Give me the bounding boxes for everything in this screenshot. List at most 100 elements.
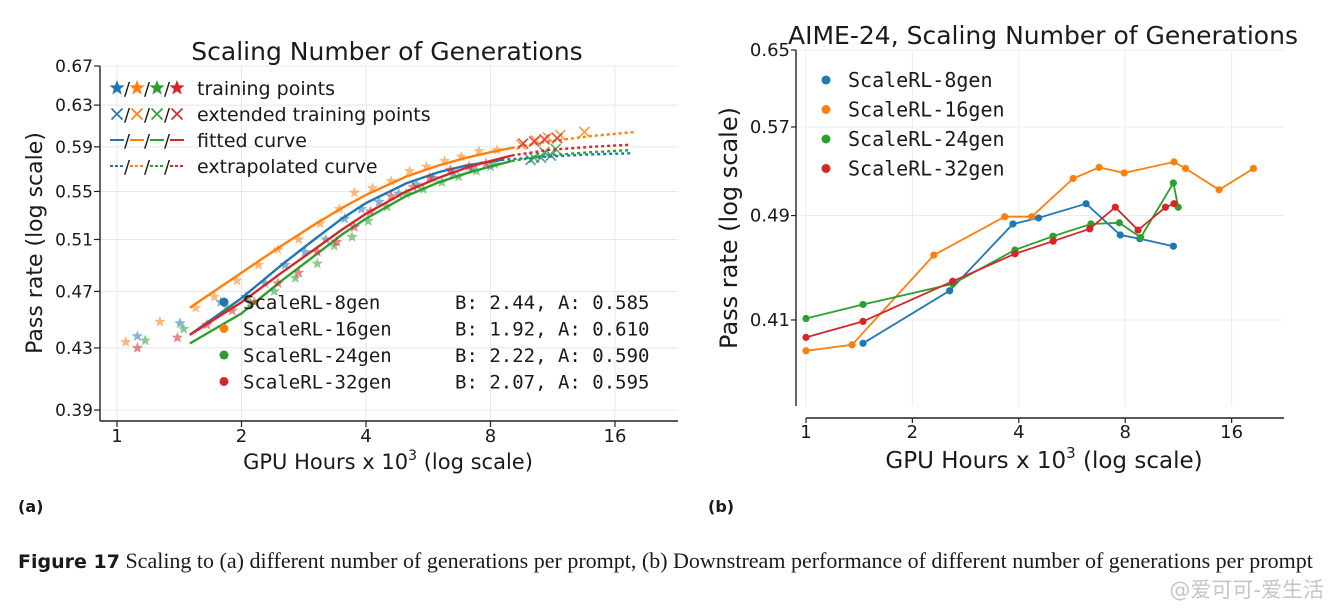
chart-a-x-tick-label: 8: [485, 426, 496, 447]
training-point-32gen: [444, 163, 457, 175]
panel-label-a: (a): [18, 497, 43, 516]
extended-point-8gen: [545, 149, 557, 162]
extended-point-16gen: [578, 126, 591, 138]
training-point-24gen: [400, 187, 412, 199]
chart-a-grid: [100, 65, 678, 421]
extrap-line-8gen: [501, 152, 632, 162]
training-point-24gen: [381, 200, 393, 212]
training-point-32gen: [131, 341, 144, 353]
training-point-24gen: [362, 215, 374, 226]
chart-a-x-label: GPU Hours x 103 (log scale): [243, 448, 533, 474]
chart-b-x-tick-label: 8: [1119, 422, 1130, 443]
watermark: @爱可可-爱生活: [1169, 578, 1324, 602]
legend-dot: [219, 324, 229, 333]
legend-series-name: ScaleRL-24gen: [848, 127, 1005, 151]
chart-b-y-tick-label: 0.49: [750, 206, 790, 227]
training-point-24gen: [470, 165, 483, 176]
chart-b-legend: ScaleRL-8gen ScaleRL-16gen ScaleRL-24gen Sc…: [821, 68, 1005, 181]
point-16gen: [848, 341, 856, 349]
chart-a-title: Scaling Number of Generations: [191, 37, 582, 66]
training-point-32gen: [385, 190, 397, 201]
legend-bottom-item: ScaleRL-24gen B: 2.22, A: 0.590: [219, 345, 649, 367]
legend-series-name: ScaleRL-8gen: [848, 68, 993, 92]
point-16gen: [1120, 169, 1128, 177]
training-point-16gen: [208, 290, 221, 302]
point-8gen: [1169, 242, 1177, 250]
legend-series-params: B: 2.22, A: 0.590: [455, 345, 649, 367]
training-point-8gen: [393, 187, 405, 199]
point-32gen: [1086, 225, 1094, 233]
training-point-24gen: [311, 257, 323, 269]
legend-cross-swatch: [130, 107, 144, 121]
training-point-24gen: [221, 301, 234, 313]
point-16gen: [1069, 174, 1077, 183]
legend-bottom-item: ScaleRL-32gen B: 2.07, A: 0.595: [219, 372, 649, 394]
training-point-24gen: [139, 334, 151, 346]
training-point-8gen: [174, 317, 186, 329]
chart-b-x-tick-label: 2: [907, 422, 918, 443]
legend-cross-swatch: [150, 107, 164, 121]
training-point-32gen: [248, 296, 261, 308]
line-8gen: [862, 202, 1174, 345]
point-32gen: [802, 333, 810, 341]
legend-separator: /: [144, 79, 151, 100]
extended-point-32gen: [551, 132, 563, 144]
point-8gen: [1034, 214, 1043, 222]
training-point-8gen: [320, 233, 332, 245]
chart-a-y-tick-label: 0.63: [55, 96, 93, 116]
legend-dot: [821, 134, 831, 144]
legend-top-item: / / / extended training points: [110, 104, 431, 126]
point-24gen: [1137, 233, 1145, 242]
legend-star-swatch: [169, 80, 185, 95]
training-point-24gen: [178, 323, 190, 334]
chart-a-x-tick-label: 2: [236, 426, 247, 447]
point-16gen: [930, 251, 938, 259]
legend-dot: [219, 350, 229, 360]
legend-dot: [821, 164, 831, 173]
legend-bottom-item: ScaleRL-8gen B: 2.44, A: 0.585: [219, 292, 649, 314]
legend-series-name: ScaleRL-32gen: [243, 372, 392, 394]
chart-b-grid: [796, 49, 1284, 406]
legend-series-name: ScaleRL-24gen: [243, 345, 392, 367]
extended-point-32gen: [517, 138, 529, 150]
point-16gen: [1170, 158, 1178, 166]
chart-a-x-label-main: GPU Hours x 10: [243, 450, 408, 474]
extended-point-8gen: [525, 154, 537, 166]
legend-item: ScaleRL-24gen: [821, 127, 1005, 151]
training-point-24gen: [452, 170, 465, 182]
chart-a-y-tick-label: 0.59: [55, 138, 93, 158]
point-8gen: [1116, 231, 1124, 239]
figure-caption: Figure 17 Scaling to (a) different numbe…: [18, 545, 1328, 578]
training-point-24gen: [346, 231, 358, 242]
chart-b-series: [802, 158, 1258, 355]
training-point-8gen: [259, 277, 271, 289]
chart-b-x-label-sup: 3: [1066, 444, 1076, 462]
training-point-32gen: [407, 180, 419, 192]
line-16gen: [805, 160, 1254, 352]
legend-dot: [219, 297, 229, 307]
point-32gen: [1011, 250, 1019, 258]
point-16gen: [1095, 163, 1103, 171]
legend-top-item: / / / fitted curve: [110, 130, 307, 152]
point-24gen: [1169, 179, 1177, 187]
caption-text: Scaling to (a) different number of gener…: [125, 548, 1313, 573]
legend-top-label: training points: [197, 78, 335, 100]
legend-separator: /: [144, 105, 151, 126]
fit-line-16gen: [189, 146, 512, 309]
point-16gen: [1028, 213, 1036, 221]
point-32gen: [1170, 200, 1178, 208]
training-point-8gen: [338, 212, 351, 224]
training-point-32gen: [311, 246, 323, 257]
legend-series-name: ScaleRL-16gen: [243, 319, 392, 341]
training-point-16gen: [272, 243, 284, 255]
legend-separator: /: [144, 131, 151, 152]
legend-cross-swatch: [170, 107, 184, 121]
chart-a-y-tick-label: 0.39: [55, 401, 93, 421]
point-32gen: [1049, 237, 1057, 245]
training-point-16gen: [455, 150, 467, 162]
legend-top-item: / / / training points: [109, 78, 335, 100]
training-point-16gen: [439, 155, 451, 166]
point-32gen: [1111, 203, 1119, 211]
extrap-line-16gen: [511, 130, 637, 150]
fit-line-24gen: [189, 159, 513, 345]
